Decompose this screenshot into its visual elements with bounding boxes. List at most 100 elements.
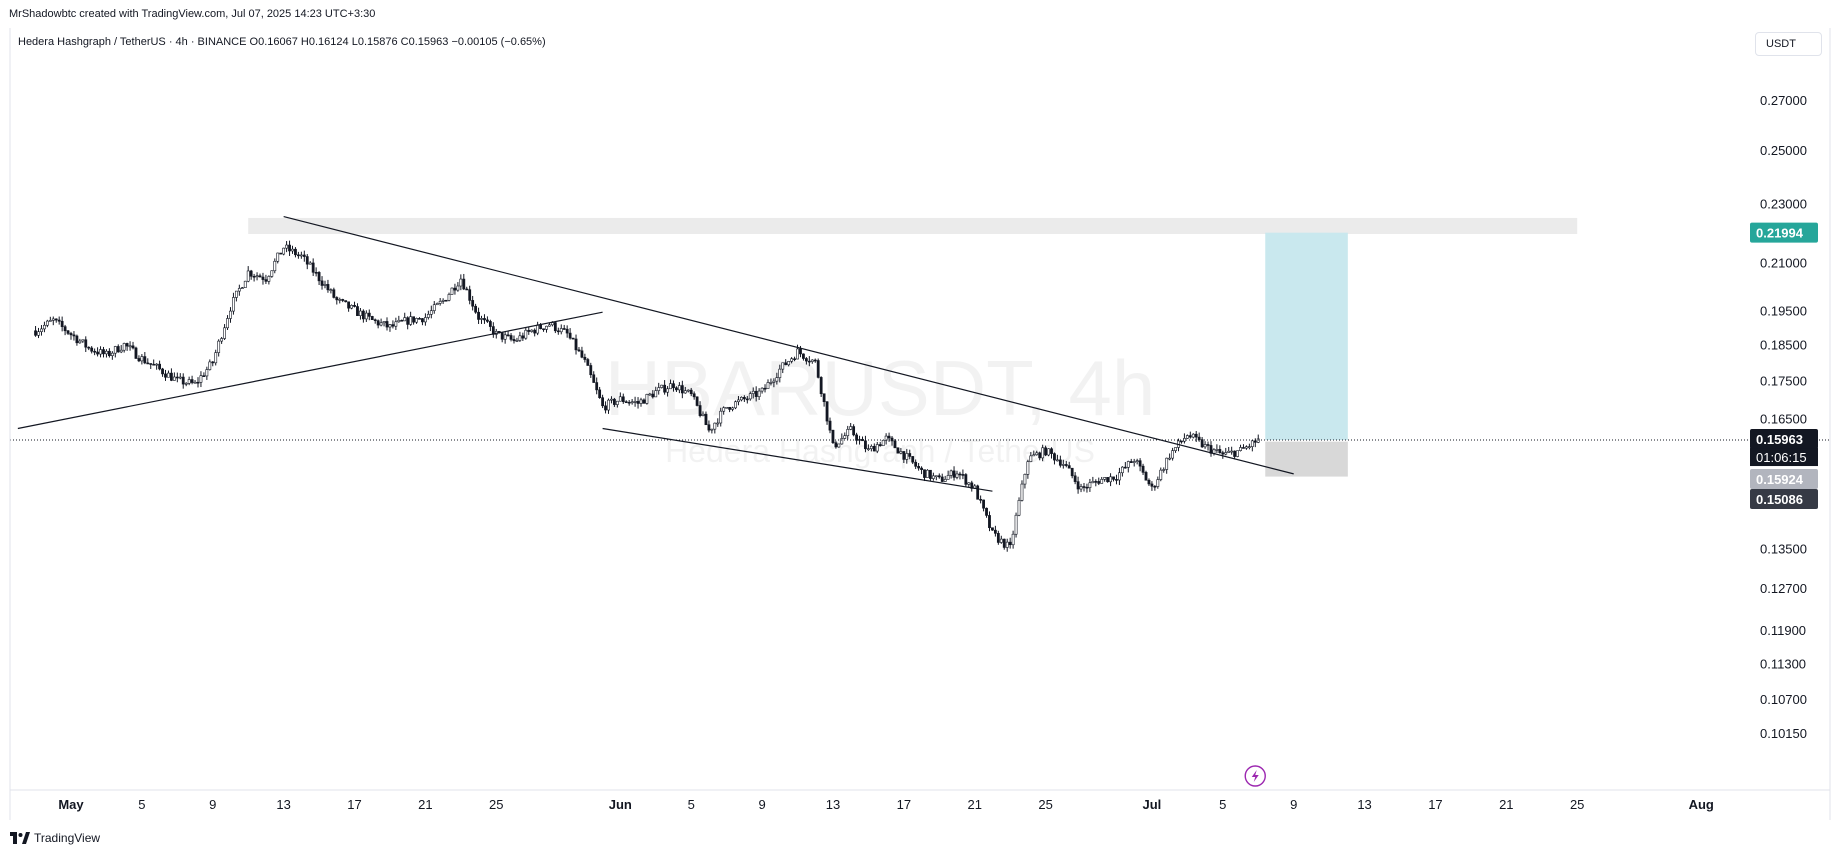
candle-body [60,320,64,327]
candle-body [350,304,353,309]
candle-body [486,319,489,322]
candle-body [825,401,829,422]
candle-body [226,318,229,329]
candle-body [1041,447,1045,459]
candle-body [249,270,253,277]
candle-body [1056,459,1059,462]
candle-body [279,252,283,255]
candle-body [409,316,413,325]
candle-body [406,317,410,325]
candle-body [1194,433,1198,438]
candle-body [1106,477,1110,483]
candle-body [246,270,250,282]
trendline-3[interactable] [17,311,603,430]
candle-body [1206,444,1210,446]
countdown-bg [1750,448,1818,467]
target-box[interactable] [1265,232,1348,441]
candle-body [450,287,454,295]
candle-body [996,533,1000,543]
candle-body [1165,457,1169,470]
candle-body [683,390,687,394]
candle-body [359,310,362,316]
candle-body [926,469,929,478]
candle-body [1064,464,1068,466]
candle-body [347,301,351,309]
resistance-zone[interactable] [248,217,1578,234]
candle-body [781,362,785,370]
time-tick-label: 21 [418,797,432,812]
candle-body [1070,467,1074,477]
candle-body [190,379,194,383]
price-tick-label: 0.16500 [1760,412,1807,427]
candle-body [1239,447,1242,451]
candle-body [772,380,776,383]
candle-body [456,285,460,291]
candle-body [131,345,135,349]
currency-button[interactable]: USDT [1755,32,1822,56]
candle-body [477,311,480,320]
price-tick-label: 0.10150 [1760,726,1807,741]
candle-body [90,347,94,352]
candle-body [34,330,37,336]
candle-body [562,328,566,330]
candle-body [237,288,241,292]
candle-body [311,262,315,273]
candle-body [713,422,717,430]
candle-body [465,288,469,291]
candle-body [810,359,814,362]
candle-body [170,372,173,381]
trendline-1[interactable] [283,215,1294,475]
candle-body [1227,450,1231,453]
candle-body [181,376,185,385]
candle-body [474,305,478,313]
candle-body [993,529,997,534]
candle-body [447,294,451,301]
candle-body [252,275,256,278]
trendlines-layer[interactable] [10,215,1830,492]
candle-body [1147,479,1151,485]
candle-body [565,328,569,334]
candle-body [864,440,867,450]
candle-body [373,319,377,321]
symbol-name[interactable]: Hedera Hashgraph / TetherUS · 4h · BINAN… [18,36,247,48]
price-labels-layer: 0.21994 0.15963 01:06:15 0.15924 0.15086 [1750,222,1818,510]
candle-body [119,349,123,353]
candle-body [453,287,457,291]
trendline-2[interactable] [602,427,993,492]
candle-body [1085,486,1089,489]
candle-body [379,322,383,326]
candle-body [515,340,519,342]
candle-body [388,324,392,328]
candle-body [155,363,159,366]
candle-body [1076,481,1080,490]
candle-body [143,356,147,364]
candle-body [769,382,773,384]
candle-body [317,272,321,282]
candle-body [583,356,587,360]
stop-box[interactable] [1265,441,1348,477]
candle-body [435,303,439,306]
candle-body [542,328,545,331]
candle-body [816,360,820,378]
candle-body [338,299,342,301]
candle-body [232,297,235,312]
candle-body [332,289,336,298]
candle-body [1118,472,1121,481]
candle-body [1035,452,1039,456]
candle-body [654,390,658,398]
candle-body [722,407,726,412]
price-tick-label: 0.11300 [1760,657,1806,672]
candle-body [663,384,667,393]
candle-body [958,473,962,476]
candle-body [536,324,540,334]
candle-body [1011,533,1015,546]
candle-body [214,352,218,364]
flash-icon[interactable] [1244,765,1266,787]
candle-body [299,254,303,257]
candle-body [701,413,705,416]
candle-body [302,254,306,257]
candle-body [220,338,224,342]
candle-body [273,260,277,272]
tradingview-logo[interactable]: TradingView [10,831,100,845]
